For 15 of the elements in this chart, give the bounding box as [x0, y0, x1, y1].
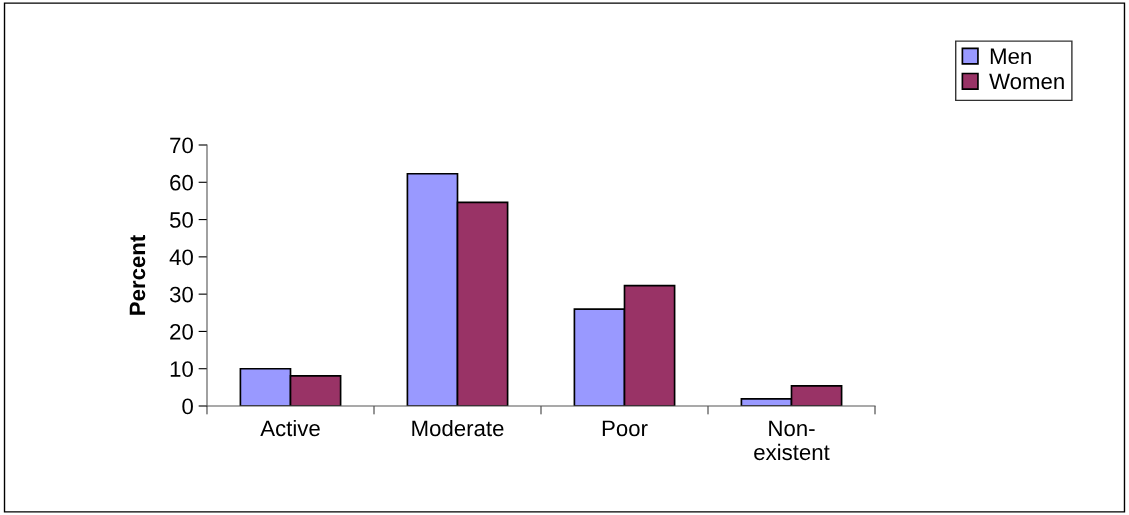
x-tick-label: Non- existent — [754, 420, 830, 461]
y-tick-label: 10 — [170, 361, 193, 377]
y-tick-label: 60 — [170, 174, 193, 191]
legend-label: Women — [989, 73, 1064, 90]
x-tick-label: Moderate — [412, 419, 504, 437]
legend-label: Men — [990, 48, 1031, 65]
x-tick-label: Active — [260, 419, 320, 437]
y-tick-label: 40 — [169, 249, 193, 266]
y-tick-label: 30 — [169, 286, 193, 303]
y-tick-label: 20 — [170, 323, 193, 340]
y-axis-title: Percent — [129, 235, 146, 315]
x-tick-label: Poor — [602, 420, 648, 437]
y-tick-label: 70 — [170, 137, 193, 154]
y-tick-label: 50 — [169, 212, 193, 228]
y-tick-label: 0 — [182, 398, 193, 415]
